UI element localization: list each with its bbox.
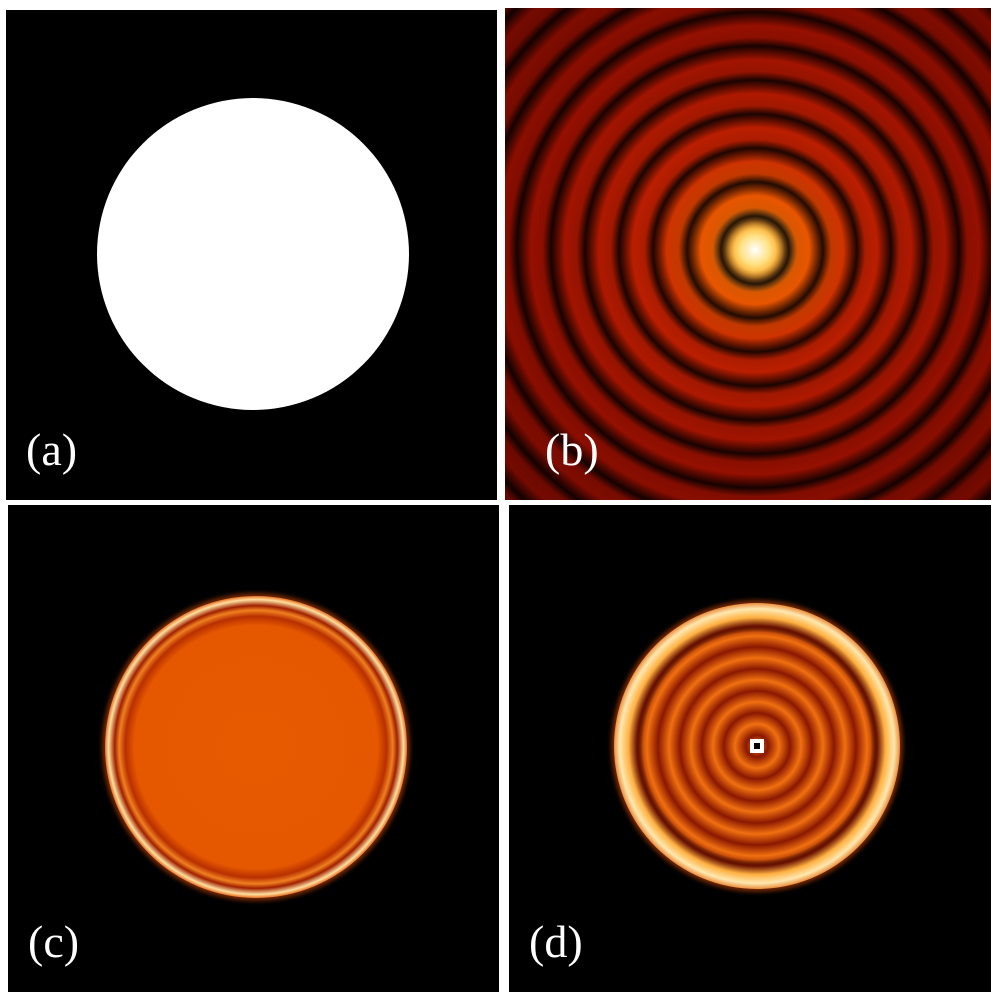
center-dot [754, 743, 760, 749]
panel-b: (b) [505, 8, 991, 500]
panel-label: (b) [545, 424, 599, 475]
disk [97, 98, 409, 410]
panel-d: (d) [509, 505, 991, 992]
panel-label: (d) [529, 916, 583, 967]
disk [105, 596, 407, 898]
panel-c: (c) [8, 505, 499, 992]
panel-a: (a) [6, 10, 497, 500]
panel-label: (a) [26, 424, 77, 475]
panel-label: (c) [28, 916, 79, 967]
central-peak [725, 220, 785, 280]
figure: (a) (b) (c) (d) [0, 0, 991, 992]
